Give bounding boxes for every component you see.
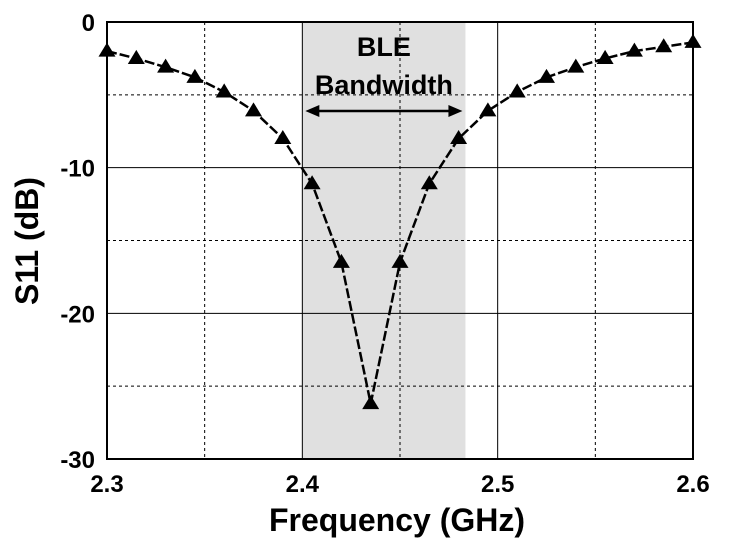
data-point-marker — [186, 68, 204, 83]
data-point-marker — [625, 42, 643, 57]
data-point-marker — [655, 38, 673, 53]
data-point-marker — [508, 83, 526, 98]
annotation-layer: BLE Bandwidth — [305, 32, 463, 117]
data-point-marker — [274, 130, 292, 145]
data-point-marker — [332, 253, 350, 268]
data-point-marker — [303, 175, 321, 190]
data-point-marker — [538, 68, 555, 83]
bandwidth-arrow-right-head — [448, 105, 463, 117]
band-label-line: Bandwidth — [315, 70, 453, 100]
data-point-marker — [215, 83, 233, 98]
data-point-marker — [245, 102, 262, 117]
data-point-marker — [479, 102, 497, 117]
x-tick-label: 2.3 — [90, 471, 123, 498]
y-tick-label: -30 — [60, 447, 95, 474]
grid-layer — [107, 22, 693, 459]
tick-label-layer: 2.3 2.4 2.5 2.6 0 -10 -20 -30 — [60, 10, 709, 498]
x-tick-label: 2.6 — [676, 471, 709, 498]
series-layer — [98, 33, 702, 410]
y-tick-label: -10 — [60, 156, 95, 183]
data-point-marker — [127, 49, 145, 64]
y-axis-title: S11 (dB) — [9, 177, 45, 305]
plot-frame — [106, 21, 694, 460]
x-axis-title: Frequency (GHz) — [269, 502, 525, 538]
y-tick-label: -20 — [60, 301, 95, 328]
data-point-marker — [157, 58, 175, 73]
y-tick-label: 0 — [82, 10, 95, 37]
bandwidth-arrow-left-head — [305, 105, 320, 117]
data-point-marker — [420, 175, 438, 190]
data-point-marker — [450, 130, 468, 145]
data-point-marker — [391, 253, 409, 268]
data-point-marker — [362, 395, 380, 410]
data-point-marker — [567, 58, 585, 73]
data-point-marker — [596, 49, 614, 64]
plot-frame-layer — [106, 21, 694, 460]
x-tick-label: 2.5 — [481, 471, 514, 498]
band-label-line: BLE — [357, 32, 411, 62]
x-tick-label: 2.4 — [286, 471, 320, 498]
